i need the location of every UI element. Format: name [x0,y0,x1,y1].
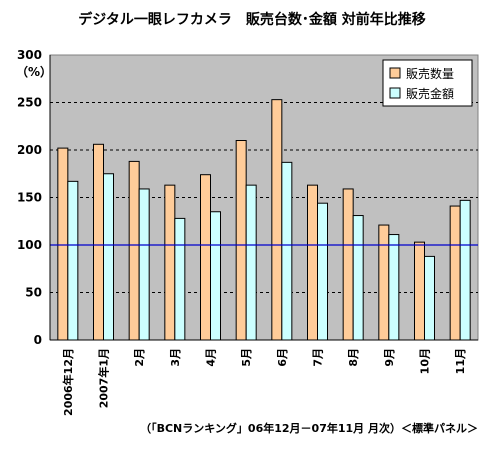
y-tick-label: 300 [17,48,42,62]
x-tick-label: 3月 [169,348,182,367]
x-tick-label: 2007年1月 [97,348,111,408]
bar-quantity [128,160,140,341]
x-tick-label: 4月 [205,348,218,367]
y-tick-label: 0 [34,333,42,347]
legend-swatch [389,87,401,99]
bar-amount [138,188,150,341]
bar-amount [103,173,114,341]
x-tick-label: 6月 [276,348,289,367]
bar-quantity [378,224,390,341]
bar-amount [388,234,400,341]
x-tick-label: 2月 [133,348,146,367]
y-tick-label: 250 [17,96,42,110]
bar-amount [317,202,328,341]
bar-amount [174,217,186,341]
bar-quantity [307,184,318,341]
y-tick-label: 150 [17,191,42,205]
bar-quantity [414,241,425,341]
x-tick-label: 11月 [454,348,467,374]
x-tick-label: 7月 [312,348,325,367]
bar-amount [459,199,471,341]
x-tick-label: 10月 [419,348,432,374]
y-axis-unit: （%） [16,64,52,79]
bar-quantity [271,99,283,341]
footnote: （「BCNランキング」06年12月－07年11月 月次）＜標準パネル＞ [140,421,478,435]
bar-quantity [449,205,461,341]
legend-label: 販売数量 [406,66,454,81]
x-tick-label: 2006年12月 [61,348,75,416]
y-tick-label: 200 [17,143,42,157]
bar-quantity [57,147,69,341]
x-tick-label: 5月 [240,348,253,367]
x-tick-label: 8月 [347,348,360,367]
bar-quantity [93,143,104,341]
bar-amount [245,184,257,341]
chart-title: デジタル一眼レフカメラ 販売台数･金額 対前年比推移 [78,11,426,28]
y-tick-label: 100 [17,238,42,252]
y-tick-label: 50 [25,286,42,300]
bar-quantity [200,174,211,341]
bar-quantity [342,188,354,341]
bar-amount [424,255,435,341]
legend-swatch [389,67,401,79]
bar-amount [352,215,364,341]
bar-quantity [235,140,247,341]
bar-quantity [164,184,176,341]
legend-label: 販売金額 [406,86,454,101]
bar-amount [210,211,221,341]
x-tick-label: 9月 [383,348,396,367]
bar-amount [281,161,293,341]
bar-amount [67,180,79,341]
